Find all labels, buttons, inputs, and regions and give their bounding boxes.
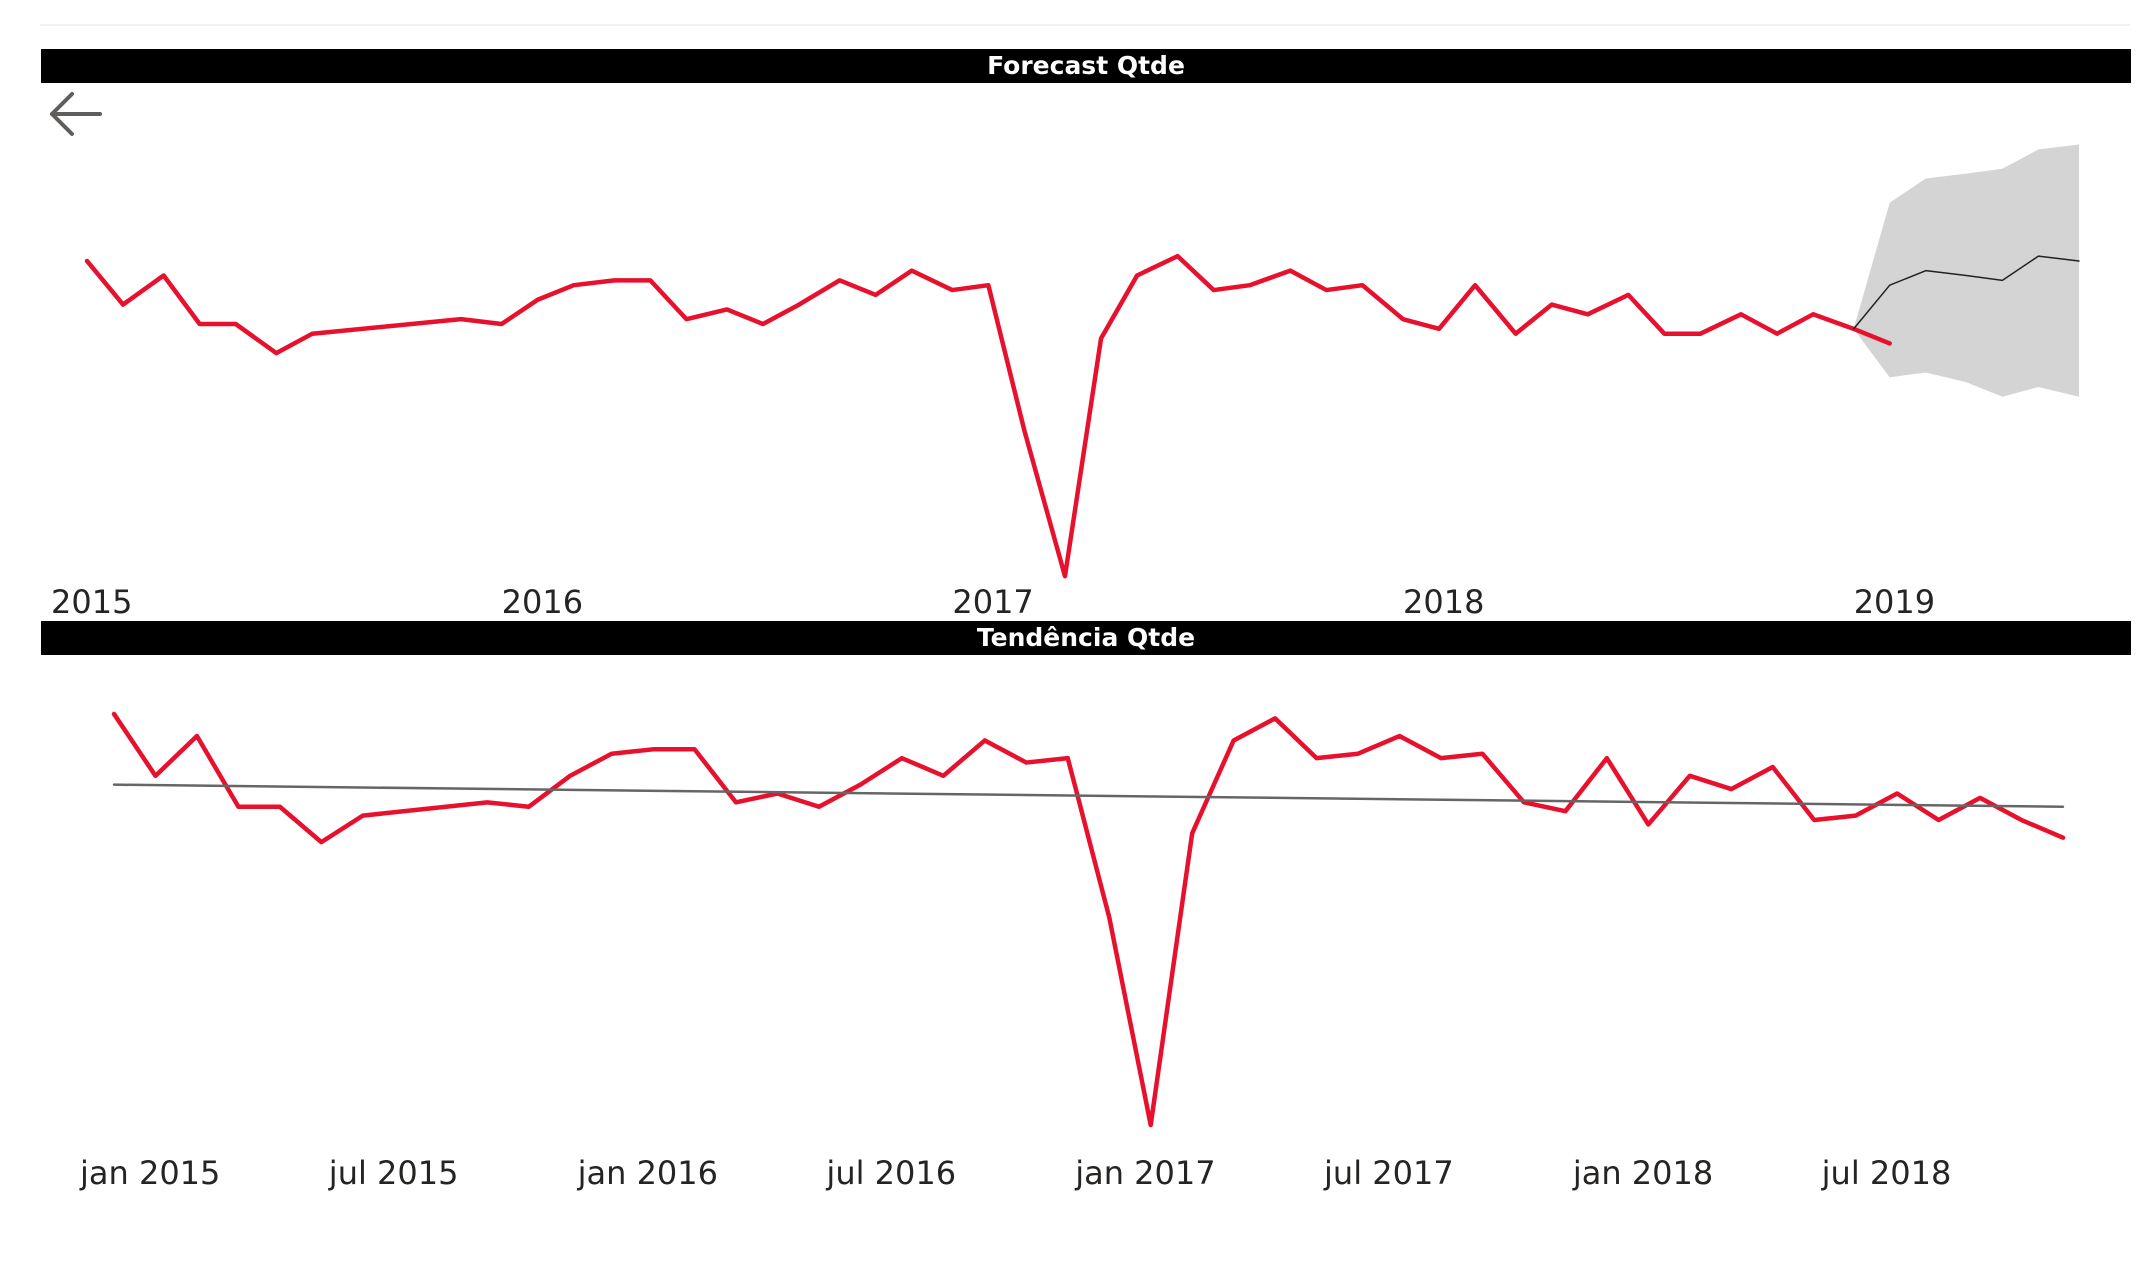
x-tick-label: 2018 xyxy=(1403,583,1484,620)
top-divider xyxy=(40,24,2130,26)
x-tick-label: jan 2015 xyxy=(79,1154,220,1192)
arrow-left-icon xyxy=(50,92,102,136)
actual-series-line xyxy=(84,253,1892,579)
x-tick-label: jul 2016 xyxy=(825,1154,956,1192)
x-tick-label: jul 2017 xyxy=(1323,1154,1454,1192)
forecast-chart: 2015 2016 2017 2018 2019 xyxy=(51,144,2080,620)
trend-series-line xyxy=(112,783,2065,809)
x-tick-label: jan 2016 xyxy=(577,1154,718,1192)
back-button[interactable] xyxy=(44,84,108,148)
forecast-confidence-band xyxy=(1853,144,2079,397)
x-tick-label: jul 2015 xyxy=(328,1154,459,1192)
forecast-series-line xyxy=(1852,255,2080,330)
actual-series-line xyxy=(111,711,2066,1128)
x-tick-label: jan 2018 xyxy=(1572,1154,1713,1192)
x-tick-label: jul 2018 xyxy=(1821,1154,1952,1192)
trend-chart-title: Tendência Qtde xyxy=(41,621,2131,655)
x-tick-label: 2019 xyxy=(1854,583,1935,620)
x-tick-label: 2016 xyxy=(502,583,583,620)
forecast-chart-title: Forecast Qtde xyxy=(41,49,2131,83)
x-tick-label: 2015 xyxy=(51,583,132,620)
x-tick-label: 2017 xyxy=(952,583,1033,620)
x-tick-label: jan 2017 xyxy=(1074,1154,1215,1192)
